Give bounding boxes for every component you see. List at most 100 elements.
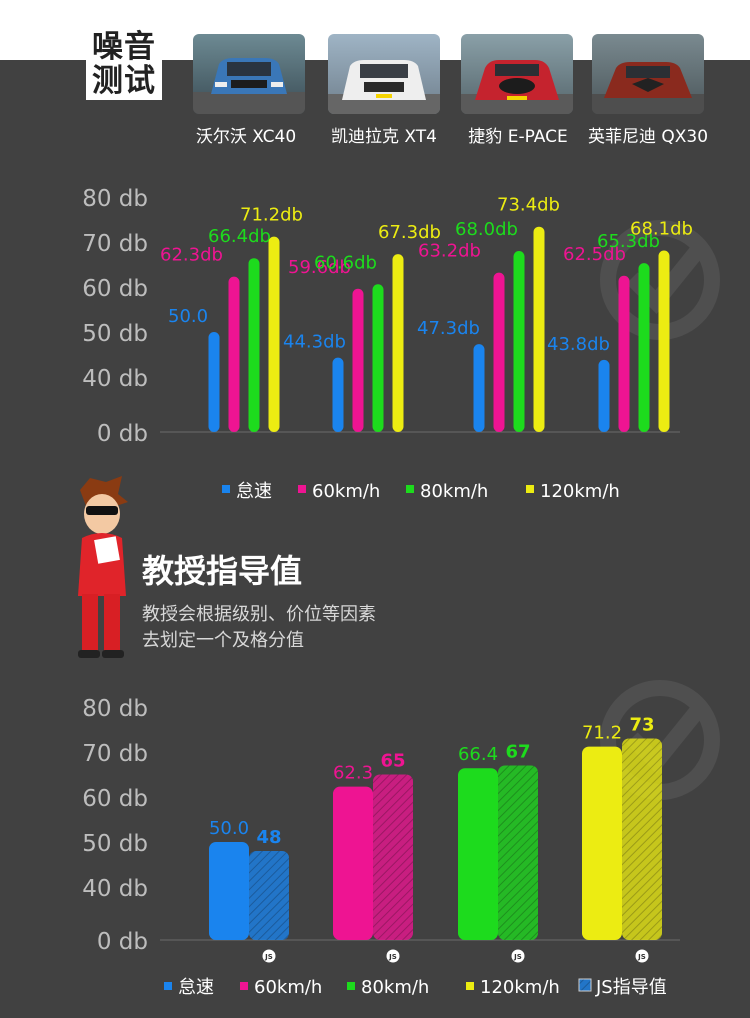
section-title-box: 噪音 测试 [86,30,162,100]
legend-label: 120km/h [480,977,560,998]
bar-3-3 [658,250,670,432]
professor-title: 教授指导值 [142,552,303,590]
bar-guide-0 [249,851,289,940]
bar-2-1 [493,272,505,432]
bar-0-0 [208,332,220,432]
bar-2-3 [533,226,545,432]
car-photo-infiniti [592,34,704,114]
bar-1-1 [352,288,364,432]
bar-2-0 [473,344,485,432]
y-tick-label: 60 db [82,276,148,302]
bar-0-2 [248,258,260,432]
bar-3-2 [638,263,650,432]
guide-value-label: 73 [629,715,654,736]
legend-label: 120km/h [540,481,620,502]
js-badge-text: JS [388,953,397,961]
y-tick-label: 80 db [82,186,148,212]
js-badge-icon [511,949,525,963]
legend-swatch [240,982,248,990]
legend-swatch-hatch [578,978,592,992]
car-photo-jaguar [461,34,573,114]
bar-3-1 [618,275,630,432]
bar-2-2 [513,251,525,432]
js-badge-icon [262,949,276,963]
y-tick-label: 0 db [97,421,148,447]
data-label: 62.3db [160,245,223,266]
y-tick-label: 40 db [82,876,148,902]
car-name-cadillac: 凯迪拉克 XT4 [331,127,437,147]
legend-label: 怠速 [236,481,272,502]
professor-cartoon-icon [78,476,128,658]
bar-3-0 [598,359,610,432]
js-badge-text: JS [513,953,522,961]
data-label: 68.1db [630,219,693,240]
data-label: 66.4db [208,226,271,247]
y-tick-label: 70 db [82,741,148,767]
data-label: 65.3db [597,231,660,252]
bar-0-3 [268,236,280,432]
y-tick-label: 60 db [82,786,148,812]
test-value-label: 66.4 [458,744,498,765]
js-badge-text: JS [264,953,273,961]
professor-guide-chart: 0 db 40 db 50 db 60 db 70 db 80 db 50.0 48 JS 62.… [82,696,680,998]
bar-1-3 [392,254,404,432]
data-label: 68.0db [455,219,518,240]
legend-label: 怠速 [178,977,214,998]
guide-value-label: 67 [505,742,530,763]
professor-desc-line-2: 去划定一个及格分值 [142,630,304,651]
legend-swatch [526,485,534,493]
data-label: 50.0 [168,306,208,327]
data-label: 63.2db [418,241,481,262]
bar-guide-3 [622,738,662,940]
js-badge-text: JS [637,953,646,961]
legend-label: 60km/h [254,977,322,998]
bar-test-1 [333,786,373,940]
guide-value-label: 65 [380,751,405,772]
data-label: 60.6db [314,252,377,273]
data-label: 43.8db [547,334,610,355]
y-tick-label: 0 db [97,929,148,955]
bar-test-0 [209,842,249,940]
legend-swatch [347,982,355,990]
legend-label: 80km/h [420,481,488,502]
bar-guide-1 [373,774,413,940]
car-name-jaguar: 捷豹 E-PACE [468,127,568,147]
legend-swatch [406,485,414,493]
data-label: 62.5db [563,244,626,265]
bar-1-2 [372,284,384,432]
y-tick-label: 80 db [82,696,148,722]
bar-guide-2 [498,765,538,940]
y-tick-label: 50 db [82,321,148,347]
section-title-line-2: 测试 [92,63,156,99]
data-label: 71.2db [240,205,303,226]
professor-desc-line-1: 教授会根据级别、价位等因素 [142,604,376,625]
data-label: 67.3db [378,222,441,243]
data-label: 44.3db [283,332,346,353]
legend-swatch [164,982,172,990]
data-label: 59.6db [288,257,351,278]
section-title-line-1: 噪音 [92,29,156,65]
car-photo-cadillac [328,34,440,114]
y-tick-label: 40 db [82,366,148,392]
bar-test-2 [458,768,498,940]
data-label: 47.3db [417,318,480,339]
car-name-volvo: 沃尔沃 XC40 [195,127,297,147]
test-value-label: 62.3 [333,763,373,784]
noise-test-chart: 0 db 40 db 50 db 60 db 70 db 80 db 50.0 44.3db 4… [82,186,693,502]
test-value-label: 50.0 [209,818,249,839]
legend-swatch [298,485,306,493]
legend-swatch [222,485,230,493]
bar-1-0 [332,357,344,432]
js-badge-icon [386,949,400,963]
data-label: 73.4db [497,195,560,216]
bar-0-1 [228,276,240,432]
car-name-infiniti: 英菲尼迪 QX30 [587,127,709,147]
y-tick-label: 50 db [82,831,148,857]
test-value-label: 71.2 [582,723,622,744]
bar-test-3 [582,746,622,940]
guide-value-label: 48 [256,827,281,848]
legend-swatch [466,982,474,990]
legend-label: 80km/h [361,977,429,998]
y-tick-label: 70 db [82,231,148,257]
car-photo-volvo [193,34,305,114]
